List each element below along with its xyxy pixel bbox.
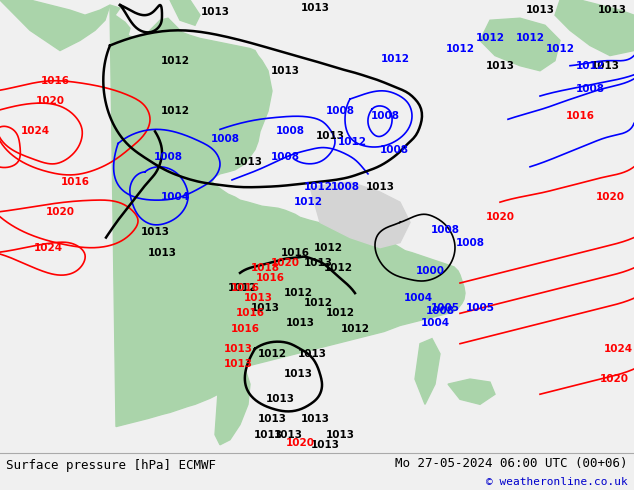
Text: 1013: 1013 xyxy=(597,5,626,15)
Text: 1016: 1016 xyxy=(280,248,309,258)
Text: 1013: 1013 xyxy=(200,7,230,17)
Text: 1008: 1008 xyxy=(370,111,399,121)
Text: 1012: 1012 xyxy=(337,137,366,147)
Text: 1008: 1008 xyxy=(576,84,604,94)
Text: 1016: 1016 xyxy=(41,76,70,86)
Text: 1013: 1013 xyxy=(224,359,252,369)
Text: 1000: 1000 xyxy=(415,266,444,276)
Text: 1013: 1013 xyxy=(254,430,283,440)
Text: 1013: 1013 xyxy=(141,227,169,238)
Text: 1008: 1008 xyxy=(425,306,455,317)
Text: 1013: 1013 xyxy=(271,66,299,76)
Text: 1013: 1013 xyxy=(283,369,313,379)
Polygon shape xyxy=(215,359,250,445)
Text: Mo 27-05-2024 06:00 UTC (00+06): Mo 27-05-2024 06:00 UTC (00+06) xyxy=(395,457,628,470)
Text: 1012: 1012 xyxy=(257,349,287,359)
Text: 1012: 1012 xyxy=(304,182,332,192)
Text: 1008: 1008 xyxy=(330,182,359,192)
Text: 1004: 1004 xyxy=(403,293,432,303)
Text: 1020: 1020 xyxy=(486,212,515,222)
Text: 1012: 1012 xyxy=(304,298,332,308)
Text: 1012: 1012 xyxy=(340,323,370,334)
Text: 1012: 1012 xyxy=(545,44,574,53)
Polygon shape xyxy=(480,18,560,71)
Text: 1016: 1016 xyxy=(231,283,259,293)
Text: 1013: 1013 xyxy=(311,440,339,450)
Text: 1012: 1012 xyxy=(294,197,323,207)
Text: 1020: 1020 xyxy=(36,96,65,106)
Text: 1013: 1013 xyxy=(301,3,330,13)
Text: © weatheronline.co.uk: © weatheronline.co.uk xyxy=(486,477,628,487)
Text: 1016: 1016 xyxy=(566,111,595,121)
Text: 1013: 1013 xyxy=(233,157,262,167)
Text: 1013: 1013 xyxy=(365,182,394,192)
Text: 1024: 1024 xyxy=(34,243,63,253)
Text: 1013: 1013 xyxy=(325,430,354,440)
Text: 1012: 1012 xyxy=(380,53,410,64)
Text: 1013: 1013 xyxy=(243,293,273,303)
Text: 1020: 1020 xyxy=(46,207,75,217)
Polygon shape xyxy=(555,0,634,55)
Text: 1016: 1016 xyxy=(60,177,89,187)
Text: 1013: 1013 xyxy=(273,430,302,440)
Text: 1013: 1013 xyxy=(316,131,344,142)
Text: 1013: 1013 xyxy=(266,394,295,404)
Text: 1013: 1013 xyxy=(224,344,252,354)
Text: 1016: 1016 xyxy=(256,273,285,283)
Text: 1013: 1013 xyxy=(301,415,330,424)
Text: 1012: 1012 xyxy=(160,106,190,116)
Text: 1012: 1012 xyxy=(515,33,545,44)
Text: 1013: 1013 xyxy=(250,303,280,313)
Text: 1012: 1012 xyxy=(476,33,505,44)
Text: 1012: 1012 xyxy=(446,44,474,53)
Text: 1008: 1008 xyxy=(380,145,408,155)
Polygon shape xyxy=(110,5,465,427)
Text: 1013: 1013 xyxy=(257,415,287,424)
Text: 1008: 1008 xyxy=(430,225,460,236)
Text: 1013: 1013 xyxy=(297,349,327,359)
Polygon shape xyxy=(170,0,200,25)
Text: 1016: 1016 xyxy=(235,308,264,318)
Text: 1020: 1020 xyxy=(285,438,314,448)
Text: 1004: 1004 xyxy=(420,318,450,328)
Text: 1008: 1008 xyxy=(153,152,183,162)
Text: 1013: 1013 xyxy=(486,61,515,71)
Text: Surface pressure [hPa] ECMWF: Surface pressure [hPa] ECMWF xyxy=(6,460,216,472)
Text: 1012: 1012 xyxy=(325,308,354,318)
Text: 1013: 1013 xyxy=(285,318,314,328)
Text: 1024: 1024 xyxy=(604,344,633,354)
Text: 1008: 1008 xyxy=(276,126,304,136)
Text: 1008: 1008 xyxy=(210,134,240,145)
Polygon shape xyxy=(162,81,175,111)
Polygon shape xyxy=(415,339,440,404)
Text: 1004: 1004 xyxy=(160,192,190,202)
Text: 1013: 1013 xyxy=(148,248,176,258)
Text: 1008: 1008 xyxy=(325,106,354,116)
Text: 1018: 1018 xyxy=(250,263,280,273)
Text: 1013: 1013 xyxy=(304,258,332,268)
Text: 1013: 1013 xyxy=(590,61,619,71)
Text: 1008: 1008 xyxy=(271,152,299,162)
Text: 1012: 1012 xyxy=(228,283,257,293)
Text: 1005: 1005 xyxy=(430,303,460,313)
Text: 1005: 1005 xyxy=(465,303,495,313)
Text: 1012: 1012 xyxy=(313,243,342,253)
Polygon shape xyxy=(310,182,410,247)
Text: 1013: 1013 xyxy=(526,5,555,15)
Text: 1012: 1012 xyxy=(576,61,604,71)
Text: 1016: 1016 xyxy=(231,323,259,334)
Text: 1020: 1020 xyxy=(600,374,628,384)
Text: 1012: 1012 xyxy=(323,263,353,273)
Text: 1008: 1008 xyxy=(455,238,484,247)
Polygon shape xyxy=(448,379,495,404)
Text: 1024: 1024 xyxy=(20,126,49,136)
Text: 1012: 1012 xyxy=(283,288,313,298)
Text: 1020: 1020 xyxy=(271,258,299,268)
Text: 1012: 1012 xyxy=(160,56,190,66)
Text: 1020: 1020 xyxy=(595,192,624,202)
Polygon shape xyxy=(0,0,110,50)
